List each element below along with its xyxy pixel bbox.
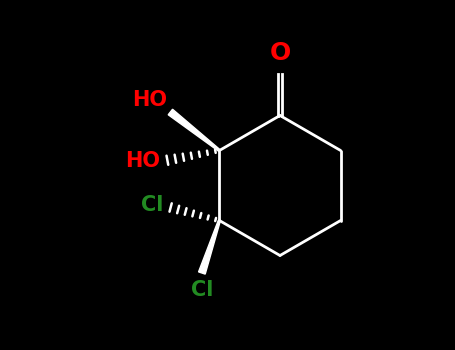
Text: O: O bbox=[269, 41, 291, 65]
Polygon shape bbox=[168, 109, 220, 151]
Text: HO: HO bbox=[132, 90, 167, 110]
Text: HO: HO bbox=[125, 151, 160, 171]
Text: Cl: Cl bbox=[141, 195, 163, 215]
Polygon shape bbox=[198, 220, 220, 274]
Text: Cl: Cl bbox=[191, 280, 213, 300]
